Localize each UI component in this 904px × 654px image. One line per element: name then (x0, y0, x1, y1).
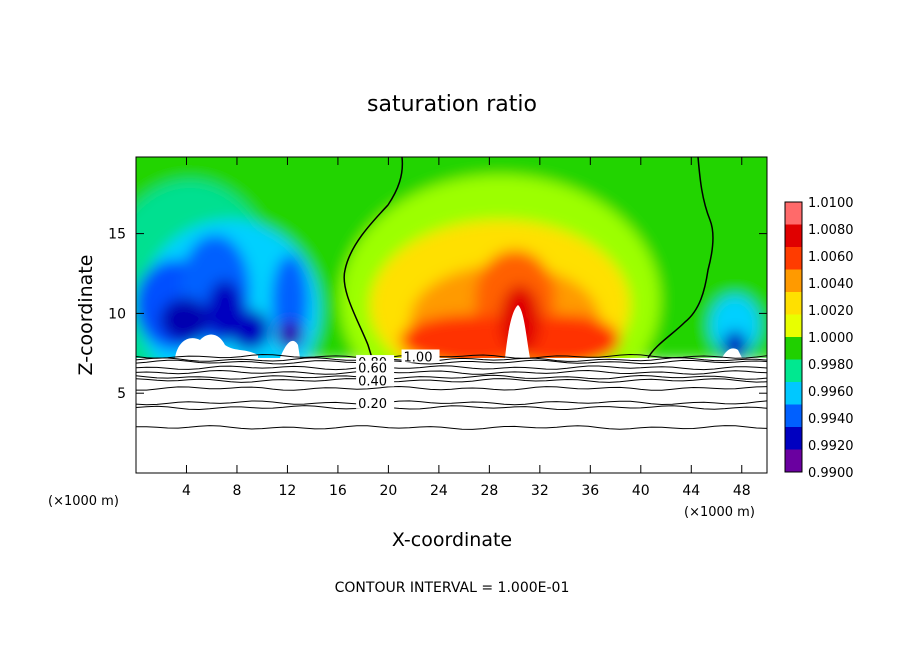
colorbar-swatch (785, 269, 802, 292)
x-tick-label: 28 (480, 483, 498, 499)
colorbar-swatch (785, 314, 802, 337)
x-tick-label: 24 (430, 483, 448, 499)
contour-line (136, 400, 767, 406)
colorbar-swatch (785, 359, 802, 382)
y-tick-label: 10 (108, 306, 126, 322)
colorbar-label: 1.0080 (808, 223, 854, 238)
colorbar-swatch (785, 202, 802, 225)
contour-label-bg (401, 349, 440, 363)
white-pocket-left (175, 334, 258, 358)
colorbar-swatch (785, 224, 802, 247)
x-tick-label: 32 (531, 483, 549, 499)
x-tick-label: 4 (182, 483, 191, 499)
colorbar-label: 1.0020 (808, 304, 854, 319)
contour-line (136, 359, 767, 365)
colorbar-frame (784, 201, 803, 473)
colorbar-swatch (785, 292, 802, 315)
x-tick-label: 12 (279, 483, 297, 499)
colorbar-swatch (785, 449, 802, 472)
y-tick-label: 5 (117, 386, 126, 402)
colorbar-label: 1.0100 (808, 196, 854, 211)
contour-line (136, 365, 767, 371)
white-pocket-right (722, 348, 742, 358)
contour-interval-note: CONTOUR INTERVAL = 1.000E-01 (335, 580, 570, 596)
contour-line (136, 353, 767, 359)
x-tick-label: 48 (733, 483, 751, 499)
x-tick-label: 20 (379, 483, 397, 499)
white-pocket-center (505, 305, 530, 358)
x-tick-label: 36 (581, 483, 599, 499)
colorbar-label: 0.9960 (808, 385, 854, 400)
x-tick-label: 40 (632, 483, 650, 499)
colorbar-label: 1.0000 (808, 331, 854, 346)
contour-line (136, 385, 767, 391)
x-unit-label-right: (×1000 m) (684, 505, 755, 520)
colorbar-swatch (785, 382, 802, 405)
contour-1.00-left (343, 157, 404, 359)
contour-label: 0.40 (358, 374, 387, 389)
x-tick-label: 16 (329, 483, 347, 499)
chart-title: saturation ratio (367, 92, 537, 117)
y-axis-title: Z-coordinate (75, 255, 97, 376)
contour-label-bg (356, 373, 395, 387)
colorbar: 1.0100 1.0080 1.0060 1.0040 1.0020 1.0000 0.99… (784, 196, 854, 481)
y-axis: 5 10 15 (108, 227, 767, 402)
y-tick-label: 15 (108, 227, 126, 243)
x-axis-title: X-coordinate (392, 529, 512, 551)
contour-label-bg (356, 395, 395, 409)
saturation-field (136, 157, 767, 425)
contour-lines: 1.000.800.600.400.20 (136, 349, 767, 430)
plot-area: 1.000.800.600.400.20 (136, 157, 767, 473)
x-tick-label: 44 (682, 483, 700, 499)
x-tick-label: 8 (232, 483, 241, 499)
contour-label: 0.60 (358, 362, 387, 377)
contour-label: 0.20 (358, 397, 387, 412)
contour-1.00-right (647, 157, 714, 359)
contour-line (136, 374, 767, 380)
contour-line (136, 369, 767, 375)
contour-label-bg (356, 360, 395, 374)
x-axis: 4 8 12 16 20 24 28 32 36 40 44 48 (182, 157, 751, 499)
colorbar-swatch (785, 427, 802, 450)
colorbar-swatch (785, 247, 802, 270)
lower-region (136, 358, 767, 473)
white-pocket-peak (280, 340, 300, 358)
colorbar-label: 1.0060 (808, 250, 854, 265)
colorbar-label: 0.9900 (808, 466, 854, 481)
x-unit-label-left: (×1000 m) (48, 494, 119, 509)
contour-line (136, 378, 767, 383)
colorbar-label: 0.9920 (808, 439, 854, 454)
colorbar-label: 0.9980 (808, 358, 854, 373)
colorbar-label: 1.0040 (808, 277, 854, 292)
plot-frame (135, 156, 768, 474)
contour-line (136, 357, 767, 363)
colorbar-swatch (785, 404, 802, 427)
contour-label: 1.00 (404, 350, 433, 365)
colorbar-swatch (785, 337, 802, 360)
colorbar-label: 0.9940 (808, 412, 854, 427)
contour-line (136, 425, 767, 430)
contour-line (136, 405, 767, 411)
